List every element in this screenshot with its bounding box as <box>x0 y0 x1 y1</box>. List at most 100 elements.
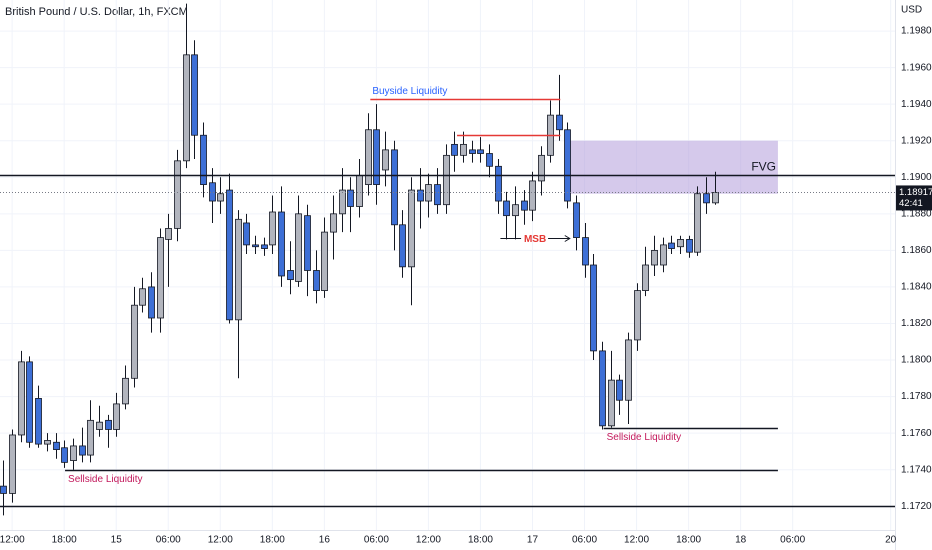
candle-body <box>217 193 224 202</box>
candle-body <box>330 213 337 233</box>
candle-body <box>634 290 641 341</box>
candle-body <box>96 421 103 430</box>
candle-body <box>616 379 623 401</box>
candle-body <box>174 160 181 229</box>
x-tick-label: 06:00 <box>780 535 805 546</box>
y-tick-label: 1.17200 <box>901 501 932 512</box>
x-tick-label: 12:00 <box>0 535 25 546</box>
candle-body <box>356 175 363 207</box>
candle-body <box>165 228 172 240</box>
msb-label: MSB <box>524 234 546 245</box>
candle-body <box>105 419 112 430</box>
candle-body <box>157 237 164 319</box>
candle-body <box>35 398 42 445</box>
candle-body <box>235 218 242 321</box>
level-label: Buyside Liquidity <box>372 86 447 97</box>
x-tick-label: 12:00 <box>208 535 233 546</box>
y-tick-label: 1.18200 <box>901 318 932 329</box>
y-tick-label: 1.19000 <box>901 172 932 183</box>
x-tick-label: 12:00 <box>416 535 441 546</box>
candle-body <box>339 189 346 215</box>
candle-body <box>495 165 502 202</box>
candle-body <box>573 202 580 238</box>
candle-body <box>564 129 571 202</box>
candle-body <box>278 211 285 277</box>
x-tick-label: 17 <box>527 535 539 546</box>
x-tick-label: 16 <box>319 535 331 546</box>
candle-body <box>44 440 51 445</box>
candle-body <box>686 239 693 253</box>
y-tick-label: 1.17400 <box>901 464 932 475</box>
candle-body <box>87 419 94 456</box>
y-tick-label: 1.18000 <box>901 355 932 366</box>
level-label: Sellside Liquidity <box>607 432 682 443</box>
candle-body <box>582 237 589 266</box>
candle-body <box>391 149 398 226</box>
candle-body <box>295 213 302 282</box>
last-price-label: 1.18917 <box>899 187 932 198</box>
candle-body <box>53 441 60 450</box>
candle-body <box>304 215 311 271</box>
candle-body <box>677 239 684 248</box>
candle-body <box>382 149 389 171</box>
y-tick-label: 1.17800 <box>901 391 932 402</box>
candle-body <box>668 242 675 249</box>
candle-body <box>694 193 701 253</box>
candle-body <box>443 154 450 206</box>
fvg-zone <box>569 140 778 194</box>
candle-body <box>399 224 406 268</box>
candle-body <box>373 129 380 185</box>
y-tick-label: 1.19600 <box>901 62 932 73</box>
y-tick-label: 1.17600 <box>901 428 932 439</box>
candle-body <box>477 149 484 154</box>
y-tick-label: 1.19200 <box>901 135 932 146</box>
candle-body <box>512 204 519 217</box>
candle-body <box>113 403 120 430</box>
candle-body <box>712 192 719 204</box>
candle-body <box>451 143 458 156</box>
x-tick-label: 18:00 <box>468 535 493 546</box>
candle-body <box>313 270 320 291</box>
candle-body <box>70 445 77 461</box>
x-tick-label: 15 <box>111 535 123 546</box>
candle-body <box>556 114 563 131</box>
level-label: FVG <box>751 160 776 174</box>
candle-body <box>209 182 216 202</box>
candle-body <box>347 189 354 207</box>
candle-body <box>261 244 268 249</box>
candle-body <box>703 193 710 204</box>
candle-body <box>460 143 467 156</box>
x-tick-label: 06:00 <box>572 535 597 546</box>
candle-body <box>321 231 328 291</box>
candle-body <box>183 54 190 162</box>
candle-body <box>625 339 632 401</box>
candle-body <box>503 200 510 217</box>
x-tick-label: 18:00 <box>260 535 285 546</box>
msb-arrow-head <box>564 235 571 242</box>
candle-body <box>469 149 476 154</box>
currency-label: USD <box>901 5 922 16</box>
candle-body <box>79 445 86 456</box>
candle-body <box>269 211 276 246</box>
candle-body <box>417 189 424 202</box>
x-tick-label: 18:00 <box>52 535 77 546</box>
y-tick-label: 1.18400 <box>901 282 932 293</box>
candle-body <box>139 288 146 306</box>
y-tick-label: 1.18600 <box>901 245 932 256</box>
candle-body <box>0 485 7 494</box>
countdown-label: 42:41 <box>899 198 923 209</box>
candle-body <box>590 264 597 352</box>
candle-body <box>243 222 250 246</box>
y-tick-label: 1.18800 <box>901 208 932 219</box>
candle-body <box>651 249 658 266</box>
candle-body <box>521 200 528 211</box>
chart-title: British Pound / U.S. Dollar, 1h, FXCM <box>5 6 188 18</box>
candle-body <box>425 184 432 202</box>
candle-body <box>252 244 259 248</box>
candle-body <box>61 447 68 463</box>
x-tick-label: 18 <box>735 535 747 546</box>
candle-body <box>26 361 33 443</box>
